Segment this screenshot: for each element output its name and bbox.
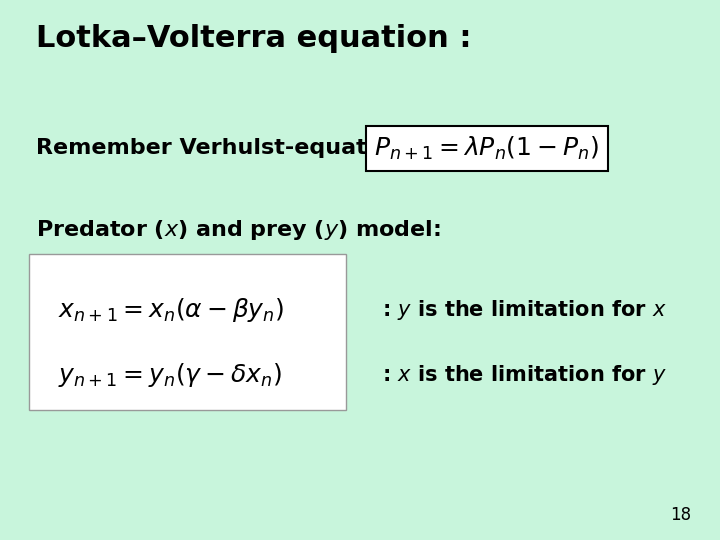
Text: Remember Verhulst-equation:: Remember Verhulst-equation:	[36, 138, 415, 159]
Text: Lotka–Volterra equation :: Lotka–Volterra equation :	[36, 24, 472, 53]
Text: Predator ($x$) and prey ($y$) model:: Predator ($x$) and prey ($y$) model:	[36, 218, 441, 241]
Text: $y_{n+1} = y_n(\gamma - \delta x_n)$: $y_{n+1} = y_n(\gamma - \delta x_n)$	[58, 361, 282, 389]
Text: 18: 18	[670, 506, 691, 524]
Text: $x_{n+1} = x_n(\alpha - \beta y_n)$: $x_{n+1} = x_n(\alpha - \beta y_n)$	[58, 296, 284, 325]
FancyBboxPatch shape	[29, 254, 346, 410]
Text: : $x$ is the limitation for $y$: : $x$ is the limitation for $y$	[382, 363, 667, 387]
Text: $P_{n+1} = \lambda P_n\left(1 - P_n\right)$: $P_{n+1} = \lambda P_n\left(1 - P_n\righ…	[374, 135, 599, 162]
Text: : $y$ is the limitation for $x$: : $y$ is the limitation for $x$	[382, 299, 666, 322]
